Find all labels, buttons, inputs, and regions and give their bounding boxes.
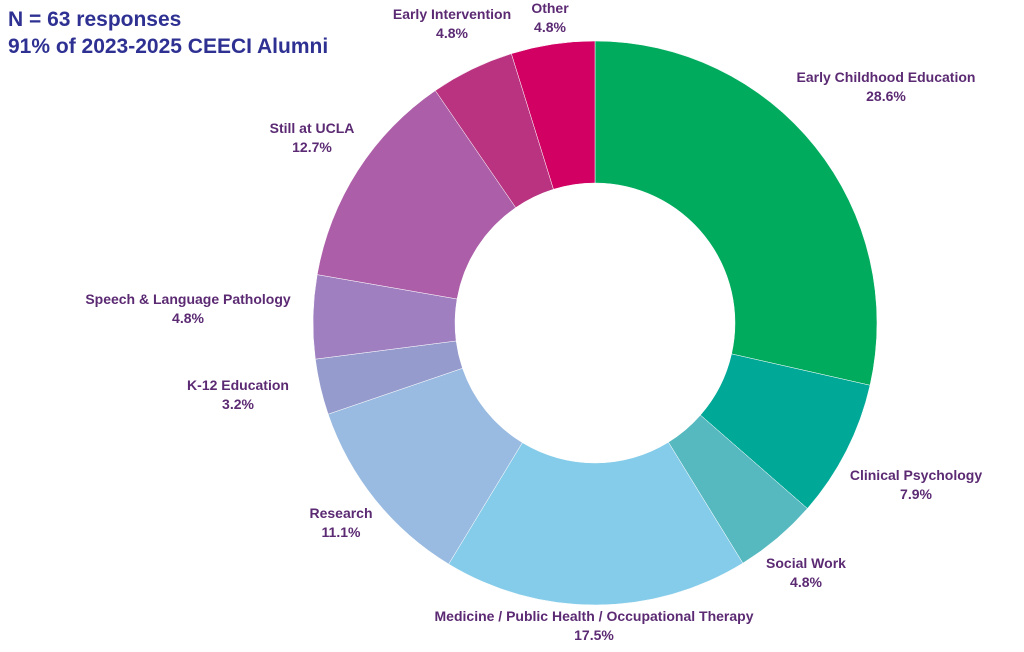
slice-name: Early Childhood Education — [797, 69, 976, 85]
slice-name: Research — [309, 505, 372, 521]
slice-label-research: Research 11.1% — [309, 505, 372, 540]
response-count: N = 63 responses — [8, 8, 182, 31]
slice-value: 4.8% — [790, 574, 822, 590]
slice-value: 11.1% — [322, 524, 361, 540]
slice-label-k-12-education: K-12 Education 3.2% — [187, 377, 289, 412]
slice-name: Other — [531, 0, 569, 16]
slice-value: 4.8% — [172, 310, 204, 326]
slice-value: 4.8% — [534, 19, 566, 35]
slice-labels: Early Childhood Education 28.6% Clinical P… — [85, 0, 982, 643]
slice-still-at-ucla — [316, 90, 517, 300]
slice-early-childhood-education — [594, 40, 878, 386]
slice-label-medicine-public-health-occupational-therapy: Medicine / Public Health / Occupational … — [435, 608, 754, 643]
slice-research — [327, 367, 523, 565]
slice-name: K-12 Education — [187, 377, 289, 393]
slice-value: 3.2% — [222, 396, 254, 412]
slice-label-social-work: Social Work 4.8% — [766, 555, 846, 590]
slice-label-speech-language-pathology: Speech & Language Pathology 4.8% — [85, 291, 291, 326]
slice-name: Speech & Language Pathology — [85, 291, 291, 307]
slice-name: Early Intervention — [393, 6, 511, 22]
slice-label-other: Other 4.8% — [531, 0, 569, 35]
donut-slices — [312, 40, 878, 606]
slice-name: Clinical Psychology — [850, 467, 982, 483]
slice-value: 17.5% — [574, 627, 614, 643]
slice-name: Medicine / Public Health / Occupational … — [435, 608, 754, 624]
slice-value: 28.6% — [866, 88, 906, 104]
slice-name: Social Work — [766, 555, 846, 571]
slice-name: Still at UCLA — [270, 120, 355, 136]
slice-label-early-childhood-education: Early Childhood Education 28.6% — [797, 69, 976, 104]
response-rate: 91% of 2023-2025 CEECI Alumni — [8, 35, 329, 58]
slice-value: 4.8% — [436, 25, 468, 41]
slice-other — [511, 40, 596, 190]
slice-label-clinical-psychology: Clinical Psychology 7.9% — [850, 467, 982, 502]
slice-label-early-intervention: Early Intervention 4.8% — [393, 6, 511, 41]
slice-label-still-at-ucla: Still at UCLA 12.7% — [270, 120, 355, 155]
slice-value: 12.7% — [292, 139, 332, 155]
slice-value: 7.9% — [900, 486, 932, 502]
chart-header: N = 63 responses 91% of 2023-2025 CEECI … — [8, 6, 328, 60]
slice-medicine-public-health-occupational-therapy — [448, 441, 744, 606]
